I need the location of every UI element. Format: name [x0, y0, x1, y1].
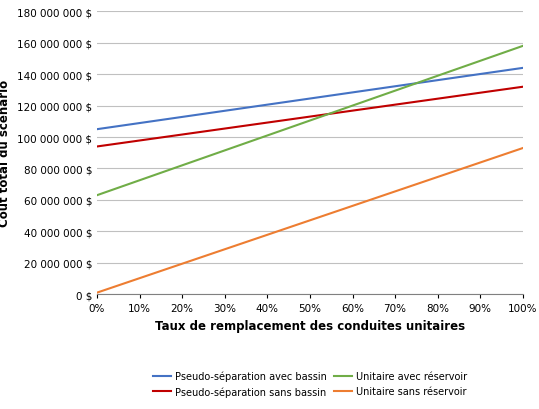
Pseudo-séparation avec bassin	[434, 79, 441, 83]
Unitaire avec réservoir	[392, 89, 398, 94]
Line: Unitaire sans réservoir: Unitaire sans réservoir	[97, 148, 523, 293]
Pseudo-séparation sans bassin	[179, 133, 185, 138]
Unitaire avec réservoir	[136, 178, 143, 183]
Pseudo-séparation avec bassin	[264, 103, 271, 108]
Line: Unitaire avec réservoir: Unitaire avec réservoir	[97, 47, 523, 196]
Y-axis label: Coût total du scénario: Coût total du scénario	[0, 80, 11, 227]
Pseudo-séparation sans bassin	[222, 127, 228, 132]
Line: Pseudo-séparation sans bassin: Pseudo-séparation sans bassin	[97, 88, 523, 147]
Pseudo-séparation avec bassin	[520, 66, 526, 71]
Pseudo-séparation sans bassin	[307, 115, 313, 120]
Unitaire avec réservoir	[264, 134, 271, 139]
Pseudo-séparation avec bassin	[179, 115, 185, 120]
Unitaire sans réservoir	[392, 189, 398, 194]
Pseudo-séparation sans bassin	[392, 103, 398, 108]
Unitaire avec réservoir	[222, 148, 228, 153]
Unitaire sans réservoir	[222, 247, 228, 252]
Pseudo-séparation avec bassin	[136, 121, 143, 126]
Pseudo-séparation sans bassin	[477, 91, 483, 96]
Pseudo-séparation sans bassin	[94, 145, 100, 150]
Unitaire sans réservoir	[179, 262, 185, 267]
Unitaire sans réservoir	[520, 146, 526, 151]
Pseudo-séparation sans bassin	[520, 85, 526, 90]
Unitaire sans réservoir	[434, 175, 441, 180]
Unitaire avec réservoir	[520, 44, 526, 49]
Unitaire avec réservoir	[179, 164, 185, 169]
Unitaire sans réservoir	[349, 204, 356, 209]
Pseudo-séparation sans bassin	[264, 121, 271, 126]
Pseudo-séparation avec bassin	[477, 72, 483, 77]
Unitaire sans réservoir	[94, 290, 100, 295]
Unitaire avec réservoir	[434, 74, 441, 79]
Unitaire avec réservoir	[349, 104, 356, 109]
Pseudo-séparation sans bassin	[136, 139, 143, 144]
Pseudo-séparation avec bassin	[349, 91, 356, 96]
Unitaire sans réservoir	[477, 161, 483, 166]
Pseudo-séparation avec bassin	[94, 128, 100, 133]
Legend: Pseudo-séparation avec bassin, Pseudo-séparation sans bassin, Unitaire avec rése: Pseudo-séparation avec bassin, Pseudo-sé…	[153, 371, 467, 397]
X-axis label: Taux de remplacement des conduites unitaires: Taux de remplacement des conduites unita…	[155, 319, 465, 332]
Unitaire avec réservoir	[307, 119, 313, 124]
Unitaire sans réservoir	[136, 276, 143, 281]
Pseudo-séparation sans bassin	[349, 109, 356, 114]
Line: Pseudo-séparation avec bassin: Pseudo-séparation avec bassin	[97, 69, 523, 130]
Pseudo-séparation avec bassin	[222, 109, 228, 114]
Unitaire avec réservoir	[94, 193, 100, 198]
Pseudo-séparation avec bassin	[307, 97, 313, 102]
Pseudo-séparation avec bassin	[392, 85, 398, 90]
Unitaire sans réservoir	[307, 218, 313, 223]
Unitaire avec réservoir	[477, 59, 483, 64]
Unitaire sans réservoir	[264, 233, 271, 238]
Pseudo-séparation sans bassin	[434, 97, 441, 102]
